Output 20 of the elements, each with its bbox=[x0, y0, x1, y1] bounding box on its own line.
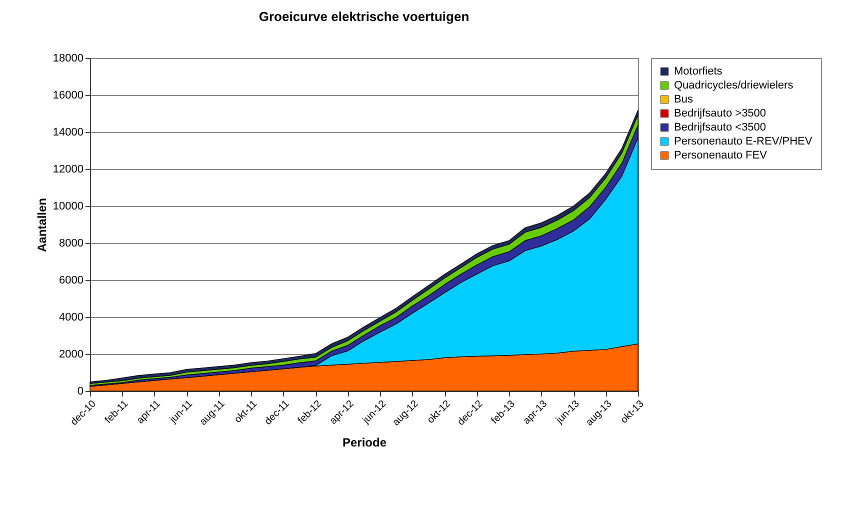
legend-label: Motorfiets bbox=[674, 66, 723, 78]
y-tick-label: 18000 bbox=[52, 52, 84, 64]
legend-label: Bedrijfsauto <3500 bbox=[674, 122, 766, 134]
y-tick-label: 8000 bbox=[59, 238, 84, 250]
y-tick-label: 4000 bbox=[59, 312, 84, 324]
legend-label: Personenauto FEV bbox=[674, 150, 768, 162]
y-axis-title: Aantallen bbox=[34, 198, 49, 252]
legend-label: Quadricycles/driewielers bbox=[674, 80, 794, 92]
legend-label: Bus bbox=[674, 94, 694, 106]
legend-label: Personenauto E-REV/PHEV bbox=[674, 136, 813, 148]
legend-label: Bedrijfsauto >3500 bbox=[674, 108, 766, 120]
y-tick-label: 2000 bbox=[59, 348, 84, 360]
y-tick-label: 12000 bbox=[52, 164, 84, 176]
x-axis-title: Periode bbox=[342, 436, 387, 450]
y-tick-label: 0 bbox=[77, 386, 84, 398]
y-tick-label: 16000 bbox=[52, 90, 84, 102]
y-tick-label: 6000 bbox=[59, 274, 84, 286]
chart-title: Groeicurve elektrische voertuigen bbox=[258, 9, 470, 24]
y-tick-label: 10000 bbox=[52, 200, 84, 212]
y-tick-label: 14000 bbox=[52, 126, 84, 138]
